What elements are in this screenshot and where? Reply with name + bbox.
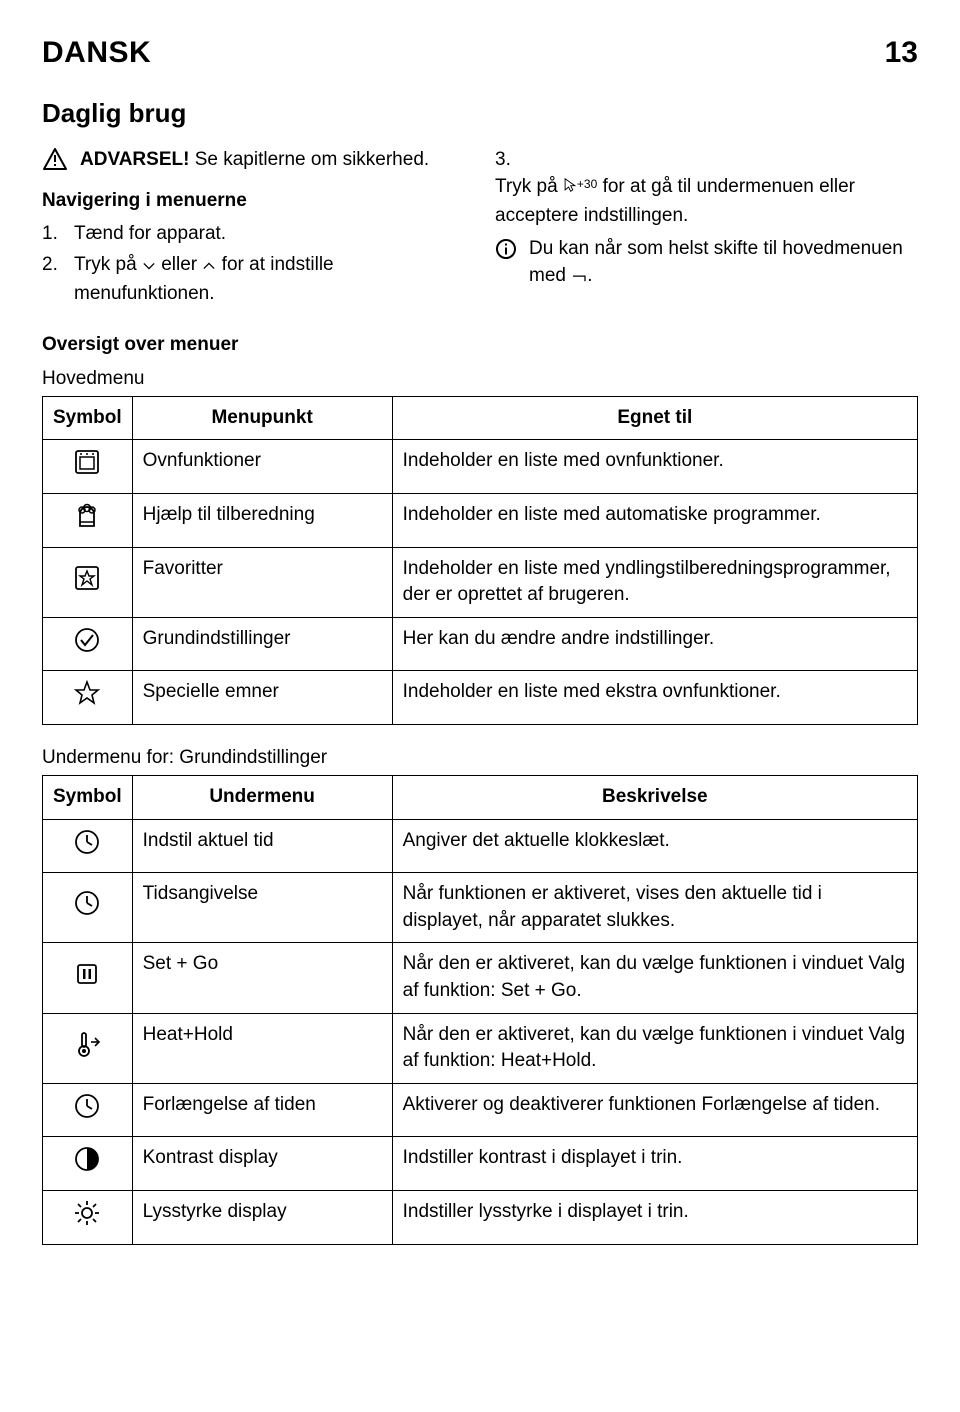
th-egnet: Egnet til — [392, 396, 917, 440]
nav-subtitle: Navigering i menuerne — [42, 188, 465, 215]
label-cell: Forlængelse af tiden — [132, 1083, 392, 1137]
desc-cell: Indeholder en liste med ovnfunktioner. — [392, 440, 917, 494]
table-row: Specielle emnerIndeholder en liste med e… — [43, 671, 918, 725]
warning-text: ADVARSEL! Se kapitlerne om sikkerhed. — [80, 147, 429, 174]
label-cell: Hjælp til tilberedning — [132, 494, 392, 548]
desc-cell: Indstiller kontrast i displayet i trin. — [392, 1137, 917, 1191]
table-row: GrundindstillingerHer kan du ændre andre… — [43, 617, 918, 671]
table-row: TidsangivelseNår funktionen er aktiveret… — [43, 873, 918, 943]
warning-rest: Se kapitlerne om sikkerhed. — [189, 149, 429, 170]
table1-caption: Hovedmenu — [42, 368, 918, 390]
desc-cell: Når den er aktiveret, kan du vælge funkt… — [392, 1013, 917, 1083]
header-language: DANSK — [42, 36, 151, 70]
info-icon — [495, 238, 517, 260]
warning-label: ADVARSEL! — [80, 149, 189, 170]
chevron-up-icon — [202, 254, 216, 281]
table-row: Heat+HoldNår den er aktiveret, kan du væ… — [43, 1013, 918, 1083]
warning-block: ADVARSEL! Se kapitlerne om sikkerhed. — [42, 147, 465, 174]
step-number: 3. — [495, 147, 918, 174]
label-cell: Grundindstillinger — [132, 617, 392, 671]
section-title: Daglig brug — [42, 98, 918, 129]
label-cell: Lysstyrke display — [132, 1190, 392, 1244]
two-column-intro: ADVARSEL! Se kapitlerne om sikkerhed. Na… — [42, 147, 918, 312]
left-column: ADVARSEL! Se kapitlerne om sikkerhed. Na… — [42, 147, 465, 312]
step-2: 2. Tryk på eller for at indstille menufu… — [42, 252, 465, 308]
desc-cell: Indstiller lysstyrke i displayet i trin. — [392, 1190, 917, 1244]
chevron-down-icon — [142, 254, 156, 281]
desc-cell: Aktiverer og deaktiverer funktionen Forl… — [392, 1083, 917, 1137]
symbol-cell — [43, 819, 133, 873]
nav-steps: 1. Tænd for apparat. 2. Tryk på eller fo… — [42, 221, 465, 308]
label-cell: Heat+Hold — [132, 1013, 392, 1083]
step-number: 2. — [42, 252, 64, 308]
step-text-mid: eller — [161, 254, 202, 275]
symbol-cell — [43, 617, 133, 671]
th-menupunkt: Menupunkt — [132, 396, 392, 440]
step-text: Tryk på +30 for at gå til undermenuen el… — [495, 174, 918, 230]
step-text: Tryk på eller for at indstille menufunkt… — [74, 252, 465, 308]
desc-cell: Her kan du ændre andre indstillinger. — [392, 617, 917, 671]
step-number: 1. — [42, 221, 64, 248]
page: DANSK 13 Daglig brug ADVARSEL! Se kapitl… — [0, 0, 960, 1307]
symbol-cell — [43, 943, 133, 1013]
table-row: Forlængelse af tidenAktiverer og deaktiv… — [43, 1083, 918, 1137]
step3-sym: +30 — [577, 177, 597, 191]
step-3: 3. Tryk på +30 for at gå til undermenuen… — [495, 147, 918, 230]
desc-cell: Når den er aktiveret, kan du vælge funkt… — [392, 943, 917, 1013]
desc-cell: Når funktionen er aktiveret, vises den a… — [392, 873, 917, 943]
step-text-pre: Tryk på — [74, 254, 142, 275]
table-row: Indstil aktuel tidAngiver det aktuelle k… — [43, 819, 918, 873]
step-text: Tænd for apparat. — [74, 221, 226, 248]
table-row: Kontrast displayIndstiller kontrast i di… — [43, 1137, 918, 1191]
desc-cell: Indeholder en liste med yndlingstilbered… — [392, 547, 917, 617]
label-cell: Kontrast display — [132, 1137, 392, 1191]
table-row: Set + GoNår den er aktiveret, kan du væl… — [43, 943, 918, 1013]
symbol-cell — [43, 547, 133, 617]
info-block: Du kan når som helst skifte til hovedmen… — [495, 236, 918, 292]
label-cell: Set + Go — [132, 943, 392, 1013]
desc-cell: Angiver det aktuelle klokkeslæt. — [392, 819, 917, 873]
label-cell: Indstil aktuel tid — [132, 819, 392, 873]
label-cell: Tidsangivelse — [132, 873, 392, 943]
desc-cell: Indeholder en liste med ekstra ovnfunkti… — [392, 671, 917, 725]
header-page-number: 13 — [885, 36, 918, 70]
symbol-cell — [43, 494, 133, 548]
main-menu-table: Symbol Menupunkt Egnet til Ovnfunktioner… — [42, 396, 918, 725]
th-undermenu: Undermenu — [132, 776, 392, 820]
label-cell: Favoritter — [132, 547, 392, 617]
symbol-cell — [43, 1083, 133, 1137]
symbol-cell — [43, 440, 133, 494]
back-icon — [571, 265, 587, 292]
table-head-row: Symbol Menupunkt Egnet til — [43, 396, 918, 440]
desc-cell: Indeholder en liste med automatiske prog… — [392, 494, 917, 548]
cursor-icon — [563, 176, 577, 203]
warning-icon — [42, 147, 68, 171]
th-symbol: Symbol — [43, 776, 133, 820]
th-beskrivelse: Beskrivelse — [392, 776, 917, 820]
symbol-cell — [43, 1137, 133, 1191]
page-header: DANSK 13 — [42, 36, 918, 70]
symbol-cell — [43, 1013, 133, 1083]
table-row: Hjælp til tilberedningIndeholder en list… — [43, 494, 918, 548]
table-head-row: Symbol Undermenu Beskrivelse — [43, 776, 918, 820]
symbol-cell — [43, 873, 133, 943]
label-cell: Specielle emner — [132, 671, 392, 725]
info-post: . — [587, 265, 592, 286]
table2-caption: Undermenu for: Grundindstillinger — [42, 747, 918, 769]
table-row: Lysstyrke displayIndstiller lysstyrke i … — [43, 1190, 918, 1244]
table-row: FavoritterIndeholder en liste med yndlin… — [43, 547, 918, 617]
step-1: 1. Tænd for apparat. — [42, 221, 465, 248]
overview-title: Oversigt over menuer — [42, 334, 918, 356]
info-text: Du kan når som helst skifte til hovedmen… — [529, 236, 918, 292]
symbol-cell — [43, 671, 133, 725]
symbol-cell — [43, 1190, 133, 1244]
label-cell: Ovnfunktioner — [132, 440, 392, 494]
submenu-table: Symbol Undermenu Beskrivelse Indstil akt… — [42, 775, 918, 1245]
table-row: OvnfunktionerIndeholder en liste med ovn… — [43, 440, 918, 494]
step3-pre: Tryk på — [495, 176, 563, 197]
th-symbol: Symbol — [43, 396, 133, 440]
right-column: 3. Tryk på +30 for at gå til undermenuen… — [495, 147, 918, 312]
